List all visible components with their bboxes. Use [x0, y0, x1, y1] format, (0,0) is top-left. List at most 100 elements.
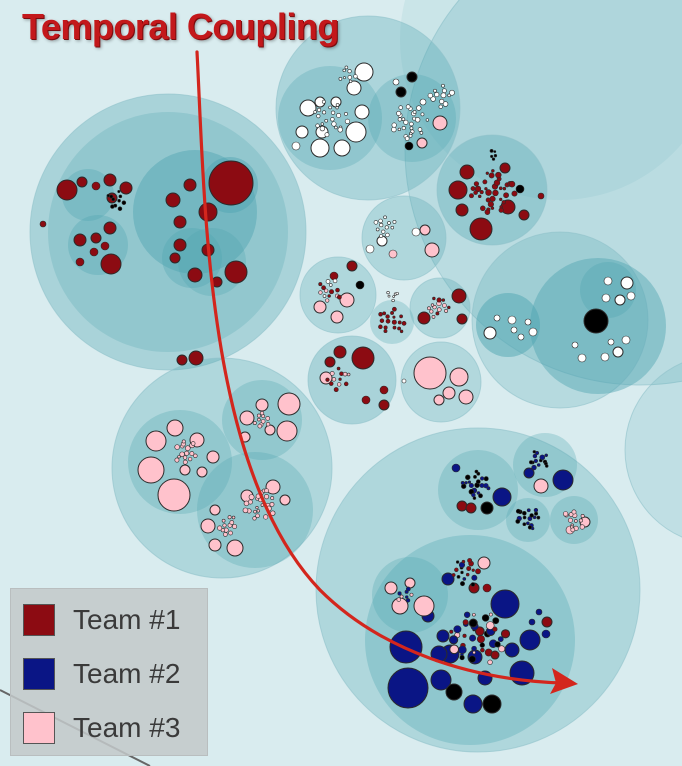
legend-swatch-team-1 [23, 604, 55, 636]
module-dot [529, 460, 534, 465]
module-dot [255, 506, 259, 510]
module-dot [382, 311, 387, 316]
module-dot [386, 290, 390, 295]
module-dot [231, 515, 236, 520]
module-dot [347, 69, 352, 74]
module-dot [492, 626, 498, 632]
module-dot [323, 288, 329, 293]
module-dot [378, 399, 390, 411]
module-dot [574, 519, 578, 523]
module-dot [117, 199, 121, 203]
region-circle [62, 169, 114, 221]
module-dot [313, 110, 317, 114]
module-dot [473, 190, 478, 195]
module-dot [477, 556, 491, 570]
module-dot [430, 96, 436, 102]
module-dot [488, 172, 495, 179]
module-dot [264, 488, 269, 493]
module-dot [531, 526, 535, 531]
module-dot [488, 612, 493, 617]
module-dot [324, 356, 336, 368]
module-dot [189, 451, 195, 456]
module-dot [476, 479, 481, 484]
module-dot [397, 591, 402, 596]
legend-label-team-1: Team #1 [73, 604, 181, 635]
module-dot [176, 354, 188, 366]
module-dot [173, 238, 187, 252]
module-dot [179, 451, 185, 457]
module-dot [493, 150, 497, 153]
module-dot [401, 125, 406, 131]
module-dot [325, 298, 330, 303]
module-dot [392, 78, 400, 86]
module-dot [442, 101, 449, 107]
module-dot [532, 450, 536, 454]
module-dot [361, 395, 371, 405]
module-dot [353, 74, 358, 79]
module-dot [476, 635, 485, 644]
module-dot [461, 559, 466, 564]
module-dot [468, 618, 478, 628]
module-dot [208, 160, 254, 206]
module-dot [447, 93, 451, 98]
module-dot [456, 575, 461, 579]
module-dot [349, 79, 353, 83]
module-dot [498, 645, 506, 653]
module-dot [498, 207, 504, 213]
module-dot [515, 519, 521, 524]
module-dot [328, 381, 334, 386]
module-dot [342, 68, 346, 73]
module-dot [462, 633, 467, 638]
module-dot [89, 247, 99, 257]
module-dot [419, 224, 431, 236]
module-dot [456, 500, 468, 512]
module-dot [536, 463, 541, 467]
module-dot [270, 496, 275, 500]
module-dot [397, 117, 402, 122]
module-dot [533, 478, 549, 494]
module-dot [335, 287, 340, 293]
module-dot [329, 371, 335, 376]
module-dot [601, 293, 611, 303]
module-dot [103, 173, 117, 187]
module-dot [493, 314, 501, 322]
legend-item-team-3: Team #3 [23, 709, 203, 745]
module-dot [533, 458, 538, 464]
module-dot [545, 464, 549, 468]
module-dot [476, 491, 481, 495]
module-dot [490, 650, 500, 660]
module-dot [451, 573, 456, 577]
module-dot [242, 507, 249, 514]
module-dot [571, 509, 577, 515]
module-dot [331, 377, 337, 382]
module-dot [526, 508, 531, 513]
module-dot [503, 192, 509, 199]
module-dot [459, 655, 465, 661]
module-dot [188, 350, 204, 366]
module-dot [603, 276, 613, 286]
module-dot [253, 509, 257, 514]
coupling-arrow [195, 50, 564, 685]
module-dot [401, 321, 407, 326]
module-dot [552, 469, 574, 491]
module-dot [441, 572, 455, 586]
module-dot [346, 80, 362, 96]
module-dot [279, 494, 291, 506]
module-dot [187, 456, 193, 462]
module-dot [507, 315, 517, 325]
module-dot [447, 305, 451, 310]
module-dot [198, 202, 218, 222]
module-dot [291, 141, 301, 151]
module-dot [502, 186, 507, 191]
module-dot [327, 294, 331, 298]
module-dot [398, 105, 403, 110]
module-dot [228, 530, 233, 536]
module-dot [401, 378, 407, 384]
module-dot [200, 518, 216, 534]
module-dot [441, 298, 446, 302]
module-dot [406, 71, 418, 83]
module-dot [471, 645, 477, 652]
region-circle [361, 195, 447, 281]
